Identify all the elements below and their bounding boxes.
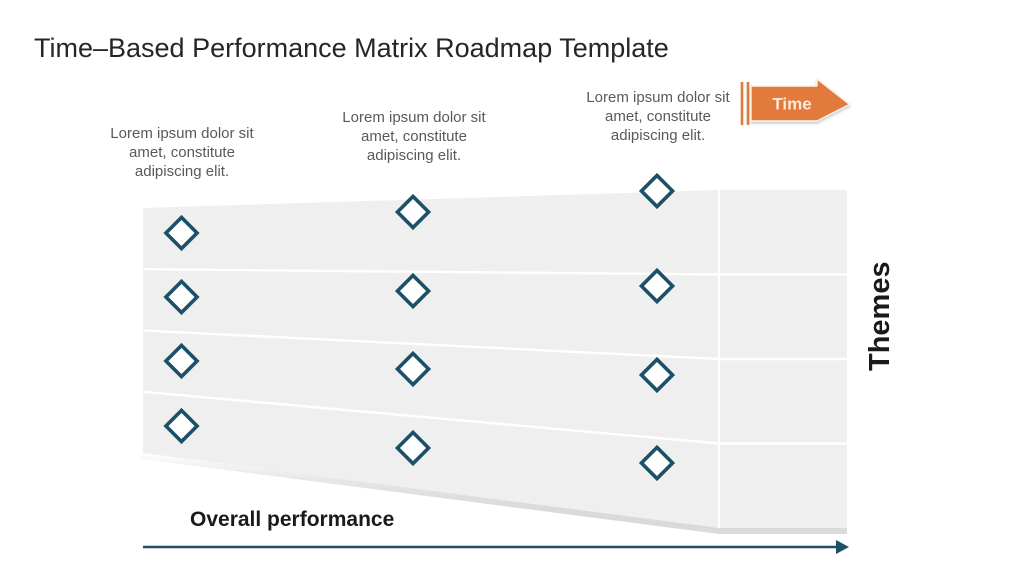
svg-text:Time: Time	[772, 95, 811, 114]
